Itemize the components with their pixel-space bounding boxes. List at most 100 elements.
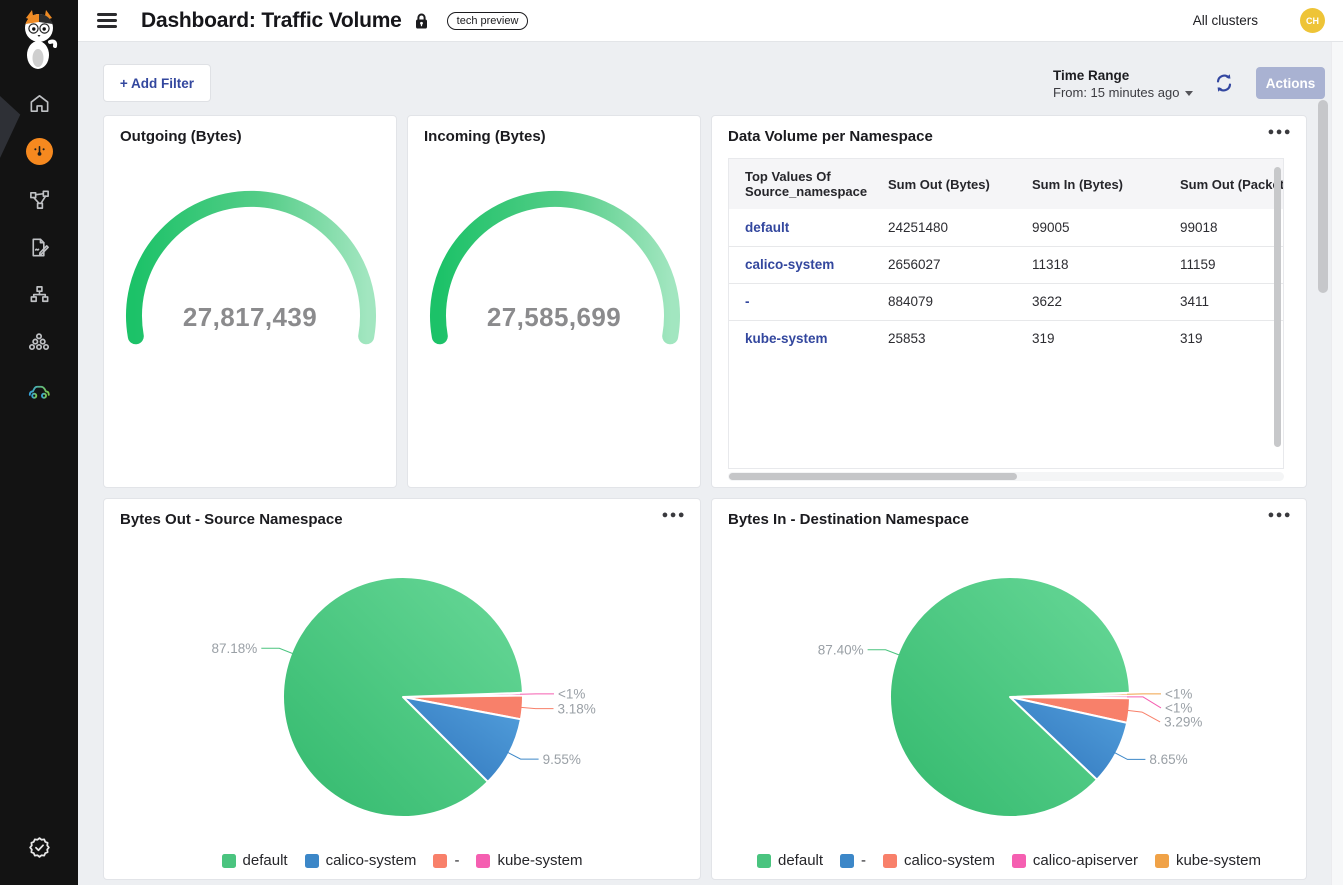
bytes-out-pie-chart: <1%3.18% 9.55% 87.18% xyxy=(212,576,596,818)
sidebar-item-home[interactable] xyxy=(0,79,78,127)
legend-label: default xyxy=(778,852,824,869)
service-graph-icon xyxy=(29,190,49,209)
legend-item--[interactable]: - xyxy=(840,852,866,869)
card-outgoing-bytes: Outgoing (Bytes) 27,817,439 xyxy=(103,115,397,488)
card-title: Incoming (Bytes) xyxy=(424,128,546,145)
legend-chip xyxy=(221,853,236,868)
namespace-link[interactable]: - xyxy=(745,294,750,309)
namespace-link[interactable]: default xyxy=(745,219,790,235)
home-icon xyxy=(30,94,48,112)
legend-item--[interactable]: - xyxy=(433,852,459,869)
legend-item-calico-system[interactable]: calico-system xyxy=(883,852,995,869)
page-title: Dashboard: Traffic Volume xyxy=(141,8,402,32)
bytes-out-legend: default calico-system - kube-system xyxy=(104,852,700,869)
pie-percent-label: 8.65% xyxy=(1149,752,1187,767)
sidebar-item-service-graph[interactable] xyxy=(0,175,78,223)
ellipsis-icon[interactable]: ●●● xyxy=(1267,509,1292,521)
legend-label: - xyxy=(861,852,867,869)
legend-label: default xyxy=(242,852,288,869)
legend-chip xyxy=(1011,853,1026,868)
page-scrollbar-thumb[interactable] xyxy=(1318,100,1328,293)
tech-preview-badge: tech preview xyxy=(446,11,529,30)
gauge-value: 27,817,439 xyxy=(182,302,318,332)
pie-percent-label: 3.29% xyxy=(1164,715,1202,730)
table-vertical-scrollbar[interactable] xyxy=(1274,167,1281,447)
legend-label: kube-system xyxy=(497,852,583,869)
col-sum-out-bytes[interactable]: Sum Out (Bytes) xyxy=(872,159,1016,209)
legend-item-default[interactable]: default xyxy=(221,852,288,869)
card-title: Bytes Out - Source Namespace xyxy=(120,511,343,528)
table-cell: 99005 xyxy=(1032,219,1070,235)
bytes-in-legend: default - calico-system calico-apiserver kub… xyxy=(712,852,1306,869)
pie-label-line xyxy=(1126,709,1161,723)
cluster-selector[interactable]: All clusters xyxy=(1192,13,1258,28)
page-scrollbar-track xyxy=(1331,42,1343,885)
legend-item-default[interactable]: default xyxy=(757,852,823,869)
vehicle-icon xyxy=(28,385,50,399)
menu-icon[interactable] xyxy=(97,10,117,32)
legend-chip xyxy=(433,853,448,868)
pie-label-line xyxy=(519,706,554,710)
namespace-table: Top Values Of Source_namespace Sum Out (… xyxy=(728,158,1284,469)
pie-label-line xyxy=(261,647,295,655)
pie-percent-label: <1% xyxy=(558,687,585,702)
namespace-link[interactable]: calico-system xyxy=(745,257,835,272)
sidebar-item-verified[interactable] xyxy=(0,823,78,871)
card-title: Data Volume per Namespace xyxy=(728,128,933,145)
card-title: Bytes In - Destination Namespace xyxy=(728,511,969,528)
col-source-namespace[interactable]: Top Values Of Source_namespace xyxy=(729,159,872,209)
legend-chip xyxy=(757,853,771,868)
table-row: kube-system 25853 319 319 xyxy=(729,320,1283,357)
card-bytes-out-pie: Bytes Out - Source Namespace ●●● <1% 3.18… xyxy=(103,498,701,880)
sidebar-item-network[interactable] xyxy=(0,271,78,319)
ellipsis-icon[interactable]: ●●● xyxy=(661,509,686,521)
pie-percent-label: <1% xyxy=(1165,701,1192,716)
sidebar-item-dashboards[interactable] xyxy=(0,127,78,175)
verified-badge-icon xyxy=(28,836,50,858)
bytes-in-pie-chart: <1%<1%3.29%8.65%87.40% xyxy=(818,576,1202,818)
legend-item-calico-system[interactable]: calico-system xyxy=(304,852,416,869)
pie-percent-label: <1% xyxy=(1165,687,1192,702)
table-cell: 99018 xyxy=(1180,219,1218,235)
time-range-label: Time Range xyxy=(1053,68,1130,83)
table-cell: 11318 xyxy=(1032,257,1069,272)
pie-label-line xyxy=(506,751,539,760)
app-header: Dashboard: Traffic Volume tech preview A… xyxy=(78,0,1343,42)
card-incoming-bytes: Incoming (Bytes) 27,585,699 xyxy=(407,115,701,488)
sidebar xyxy=(0,0,78,885)
avatar[interactable]: CH xyxy=(1300,8,1325,33)
pie-percent-label: 3.18% xyxy=(558,701,596,716)
dashboard-content: + Add Filter Time Range From: 15 minutes… xyxy=(78,42,1343,885)
time-range-value[interactable]: From: 15 minutes ago xyxy=(1053,85,1194,100)
table-cell: 319 xyxy=(1180,331,1203,347)
legend-chip xyxy=(1154,853,1169,868)
refresh-icon[interactable] xyxy=(1212,71,1236,95)
legend-item-kube-system[interactable]: kube-system xyxy=(476,852,582,869)
ellipsis-icon[interactable]: ●●● xyxy=(1267,126,1292,138)
table-cell: 3411 xyxy=(1180,294,1210,309)
legend-chip xyxy=(304,853,319,868)
pie-label-line xyxy=(1113,751,1146,760)
incoming-gauge-arc xyxy=(430,190,680,345)
namespace-link[interactable]: kube-system xyxy=(745,331,828,347)
add-filter-button[interactable]: + Add Filter xyxy=(103,64,211,102)
legend-item-kube-system[interactable]: kube-system xyxy=(1154,852,1261,869)
pie-label-line xyxy=(1127,696,1162,709)
legend-item-calico-apiserver[interactable]: calico-apiserver xyxy=(1011,852,1138,869)
col-sum-out-packets[interactable]: Sum Out (Packet xyxy=(1164,159,1283,209)
legend-label: calico-system xyxy=(904,852,995,869)
sidebar-item-policies[interactable] xyxy=(0,223,78,271)
table-horizontal-scrollbar[interactable] xyxy=(728,472,1284,481)
calico-cat-logo[interactable] xyxy=(14,8,64,70)
sidebar-item-vehicle[interactable] xyxy=(0,366,78,414)
table-row: default 24251480 99005 99018 xyxy=(729,209,1283,246)
dashboards-gauge-icon xyxy=(25,137,53,165)
chevron-down-icon xyxy=(1185,91,1194,97)
col-sum-in-bytes[interactable]: Sum In (Bytes) xyxy=(1016,159,1164,209)
policies-edit-icon xyxy=(31,238,49,256)
sidebar-item-clusters[interactable] xyxy=(0,319,78,367)
table-cell: 3622 xyxy=(1032,294,1063,309)
actions-button[interactable]: Actions xyxy=(1256,67,1325,99)
table-cell: 2656027 xyxy=(888,257,941,272)
table-cell: 25853 xyxy=(888,331,926,347)
